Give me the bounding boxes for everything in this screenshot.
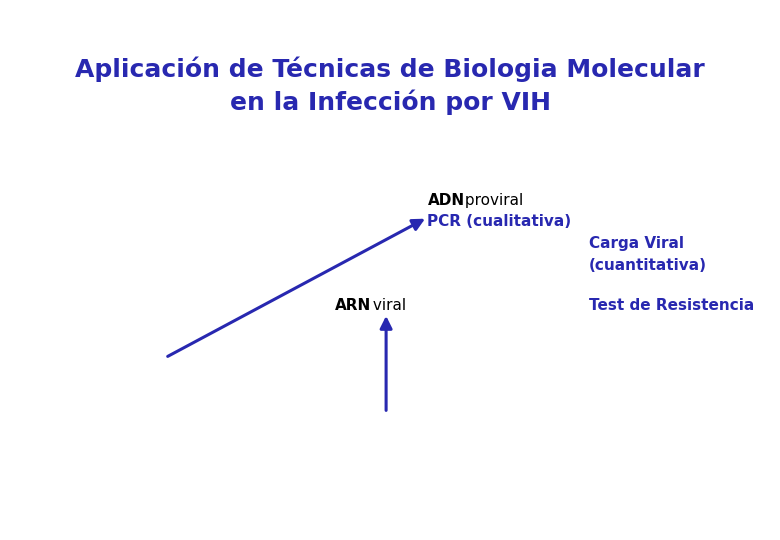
Text: proviral: proviral: [460, 193, 523, 208]
Text: Carga Viral: Carga Viral: [589, 236, 684, 251]
Text: viral: viral: [368, 298, 406, 313]
Text: (cuantitativa): (cuantitativa): [589, 258, 707, 273]
Text: Test de Resistencia: Test de Resistencia: [589, 298, 754, 313]
Text: ARN: ARN: [335, 298, 371, 313]
Text: Aplicación de Técnicas de Biologia Molecular
en la Infección por VIH: Aplicación de Técnicas de Biologia Molec…: [75, 57, 705, 115]
Text: ADN: ADN: [427, 193, 465, 208]
Text: PCR (cualitativa): PCR (cualitativa): [427, 214, 572, 230]
